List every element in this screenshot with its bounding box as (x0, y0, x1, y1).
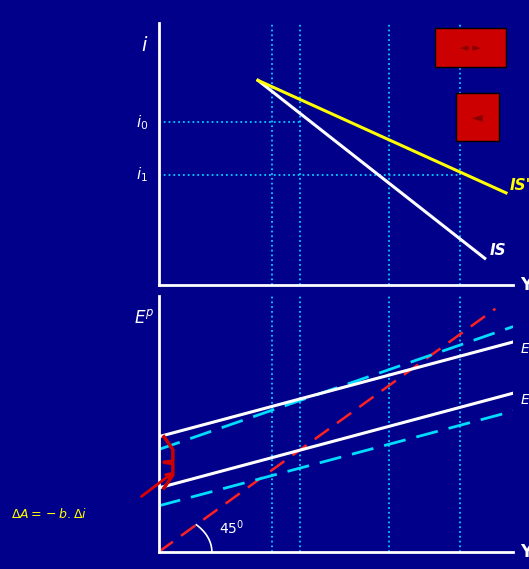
Text: $45^0$: $45^0$ (219, 518, 244, 537)
FancyBboxPatch shape (457, 93, 499, 141)
Text: IS: IS (490, 243, 507, 258)
Text: Y: Y (520, 275, 529, 294)
Text: $E^p{}_{\!\!1}$: $E^p{}_{\!\!1}$ (520, 340, 529, 359)
Text: $\Delta A = -b.\Delta i$: $\Delta A = -b.\Delta i$ (11, 507, 87, 521)
Text: $E^p$: $E^p$ (134, 308, 155, 327)
Text: $i_1$: $i_1$ (136, 165, 148, 184)
Text: ◄ ►: ◄ ► (460, 43, 481, 52)
Text: $i_0$: $i_0$ (136, 113, 148, 131)
Text: IS': IS' (509, 178, 529, 192)
Text: $E^p{}_{\!\!0}$: $E^p{}_{\!\!0}$ (520, 391, 529, 410)
Text: Y: Y (520, 543, 529, 561)
Text: $i$: $i$ (141, 36, 148, 55)
FancyBboxPatch shape (435, 28, 506, 67)
Text: ◄: ◄ (472, 110, 483, 124)
